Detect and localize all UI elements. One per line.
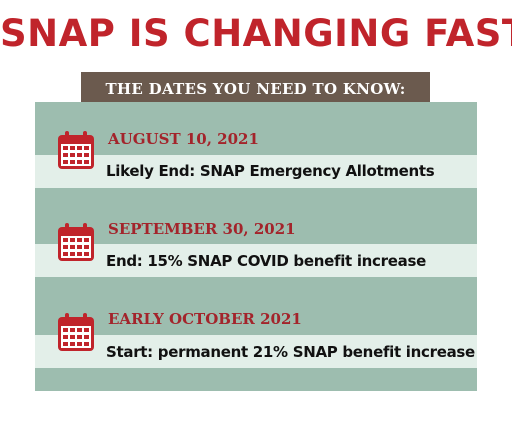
event-description: End: 15% SNAP COVID benefit increase [106, 252, 426, 270]
event-band [35, 244, 477, 277]
event-band [35, 155, 477, 188]
calendar-icon [58, 223, 94, 261]
event-description: Start: permanent 21% SNAP benefit increa… [106, 343, 475, 361]
event-date: EARLY OCTOBER 2021 [108, 310, 302, 328]
calendar-icon [58, 313, 94, 351]
calendar-icon [58, 131, 94, 169]
page-title: SNAP IS CHANGING FAST [0, 12, 512, 55]
event-band [35, 335, 477, 368]
event-description: Likely End: SNAP Emergency Allotments [106, 162, 435, 180]
event-date: SEPTEMBER 30, 2021 [108, 220, 296, 238]
event-date: AUGUST 10, 2021 [108, 130, 259, 148]
subtitle-banner: THE DATES YOU NEED TO KNOW: [81, 72, 430, 106]
